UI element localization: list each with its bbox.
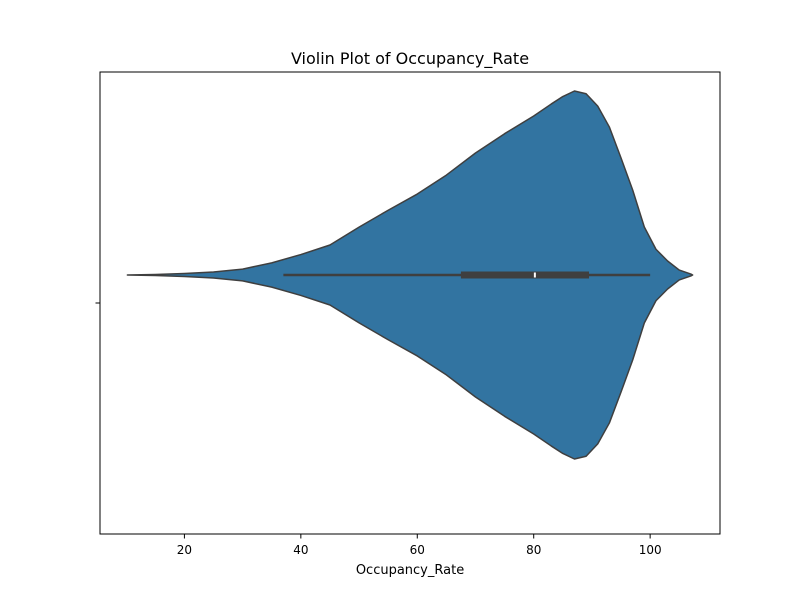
x-tick-label: 40 — [293, 543, 308, 557]
chart-title: Violin Plot of Occupancy_Rate — [291, 49, 529, 69]
x-axis: 20 40 60 80 100 — [177, 534, 662, 557]
plot-area — [126, 90, 694, 460]
iqr-box — [460, 271, 590, 279]
x-tick-label: 80 — [526, 543, 541, 557]
x-tick-label: 20 — [177, 543, 192, 557]
x-tick-label: 100 — [639, 543, 662, 557]
x-axis-label: Occupancy_Rate — [356, 563, 464, 578]
x-tick-label: 60 — [410, 543, 425, 557]
